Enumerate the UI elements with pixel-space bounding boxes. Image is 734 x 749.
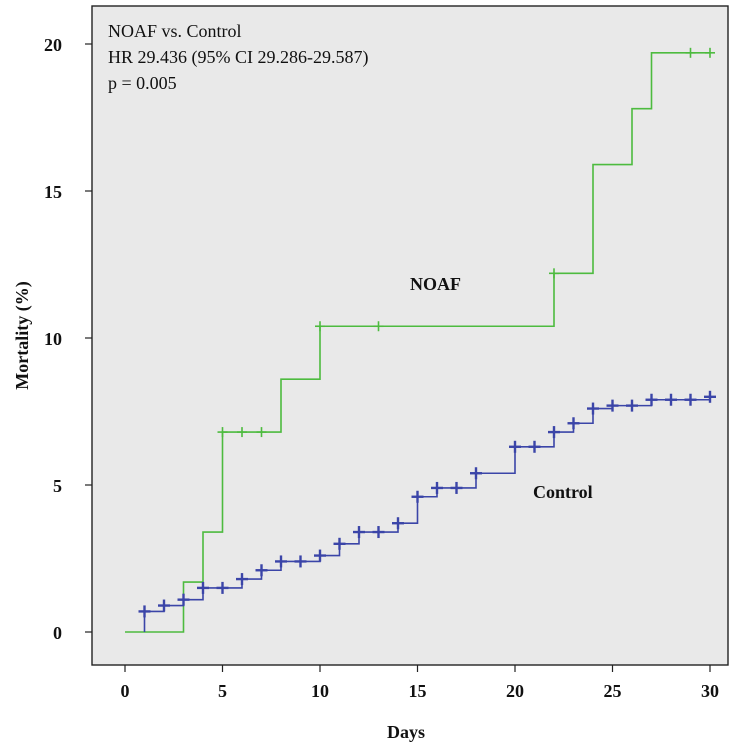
plot-area [91,5,729,666]
y-tick-label: 0 [53,623,62,643]
censor-mark-noaf [217,427,228,438]
censor-mark-noaf [256,427,267,438]
annotation-line: NOAF vs. Control [108,21,242,41]
censor-mark-control [431,481,443,494]
y-tick-label: 5 [53,476,62,496]
censor-mark-noaf [549,268,559,279]
annotation-line: p = 0.005 [108,73,177,93]
censor-mark-control [333,537,346,550]
x-tick-label: 5 [218,681,227,701]
x-tick-label: 15 [409,681,427,701]
series-label-noaf: NOAF [410,274,461,294]
x-axis-label: Days [387,722,425,742]
annotation-box: NOAF vs. Control HR 29.436 (95% CI 29.286… [108,21,368,93]
censor-mark-control [450,481,463,494]
censor-mark-control [509,440,521,453]
series-layer [125,47,716,633]
x-tick-label: 25 [604,681,622,701]
y-tick-label: 15 [44,182,62,202]
censor-mark-control [645,393,658,406]
censor-mark-noaf [705,47,715,58]
censor-mark-control [411,490,424,503]
censor-mark-control [626,399,638,412]
censor-mark-control [567,417,580,430]
censor-mark-control [158,599,170,612]
x-tick-label: 10 [311,681,329,701]
y-axis-label: Mortality (%) [12,281,33,389]
censor-mark-control [684,393,697,406]
series-line-noaf [125,52,710,633]
censor-mark-control [314,549,326,562]
censor-mark-control [138,605,151,618]
censor-mark-control [548,426,560,439]
censor-mark-control [392,517,404,530]
censor-mark-control [665,393,677,406]
censor-mark-control [470,467,482,480]
censor-mark-control [294,555,307,568]
y-tick-label: 10 [44,329,62,349]
censor-mark-noaf [685,47,696,58]
censor-mark-control [236,573,248,586]
x-tick-label: 30 [701,681,719,701]
y-axis: 0 5 10 15 20 [44,35,92,643]
censor-mark-control [353,526,365,539]
x-tick-label: 0 [121,681,130,701]
censor-mark-control [606,399,619,412]
censor-mark-control [255,564,268,577]
censor-mark-control [275,555,287,568]
censor-mark-noaf [315,321,325,332]
censor-mark-control [587,402,599,415]
series-label-control: Control [533,482,593,502]
censor-mark-control [216,581,229,594]
censor-mark-noaf [237,427,247,438]
annotation-line: HR 29.436 (95% CI 29.286-29.587) [108,47,368,68]
censor-mark-noaf [373,321,384,332]
censor-mark-control [177,593,190,606]
y-tick-label: 20 [44,35,62,55]
censor-mark-control [704,390,716,403]
censor-mark-control [372,526,385,539]
censor-mark-control [197,581,209,594]
censor-mark-control [528,440,541,453]
x-tick-label: 20 [506,681,524,701]
x-axis: 0 5 10 15 20 25 30 [121,665,719,701]
